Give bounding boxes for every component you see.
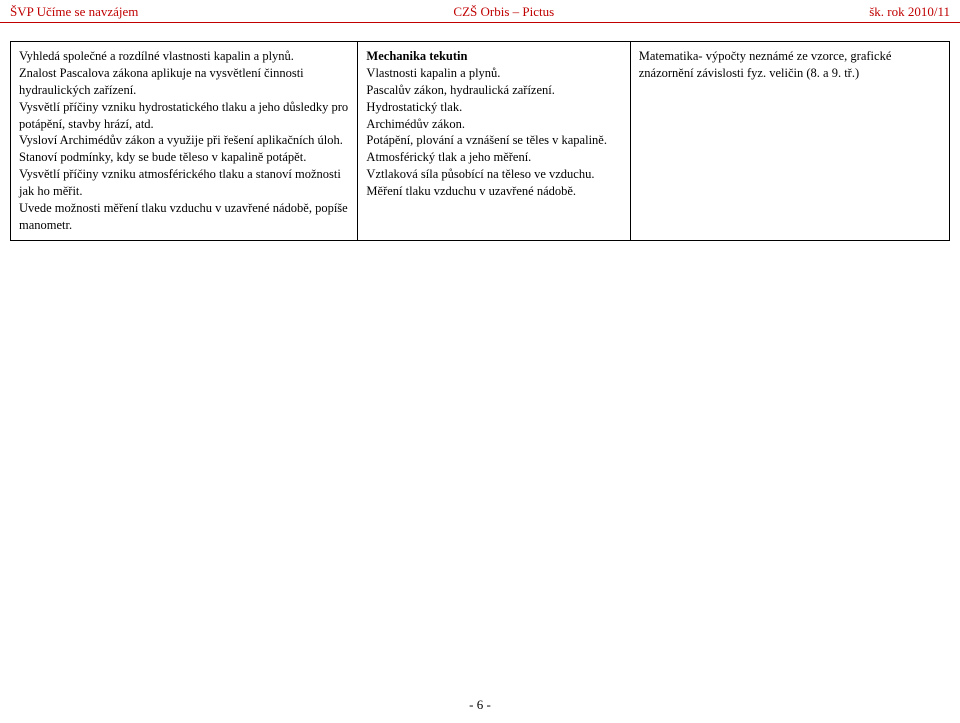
cell-outcomes: Vyhledá společné a rozdílné vlastnosti k… xyxy=(11,42,358,241)
header-left: ŠVP Učíme se navzájem xyxy=(10,4,138,20)
page-content: Vyhledá společné a rozdílné vlastnosti k… xyxy=(0,23,960,251)
outcome-line: Vysvětlí příčiny vzniku atmosférického t… xyxy=(19,166,349,200)
outcome-line: Stanoví podmínky, kdy se bude těleso v k… xyxy=(19,149,349,166)
table-row: Vyhledá společné a rozdílné vlastnosti k… xyxy=(11,42,950,241)
header-right: šk. rok 2010/11 xyxy=(869,4,950,20)
cell-topics: Mechanika tekutin Vlastnosti kapalin a p… xyxy=(358,42,630,241)
topic-line: Potápění, plování a vznášení se těles v … xyxy=(366,132,621,149)
outcome-line: Vysvětlí příčiny vzniku hydrostatického … xyxy=(19,99,349,133)
outcome-line: Vyhledá společné a rozdílné vlastnosti k… xyxy=(19,48,349,65)
topic-line: Pascalův zákon, hydraulická zařízení. xyxy=(366,82,621,99)
outcome-line: Znalost Pascalova zákona aplikuje na vys… xyxy=(19,65,349,99)
topic-line: Atmosférický tlak a jeho měření. xyxy=(366,149,621,166)
topic-line: Měření tlaku vzduchu v uzavřené nádobě. xyxy=(366,183,621,200)
topic-line: Archimédův zákon. xyxy=(366,116,621,133)
topic-line: Vlastnosti kapalin a plynů. xyxy=(366,65,621,82)
topic-heading: Mechanika tekutin xyxy=(366,48,621,65)
page-footer: - 6 - xyxy=(0,697,960,713)
crosslink-line: Matematika- výpočty neznámé ze vzorce, g… xyxy=(639,48,941,82)
curriculum-table: Vyhledá společné a rozdílné vlastnosti k… xyxy=(10,41,950,241)
cell-crosslinks: Matematika- výpočty neznámé ze vzorce, g… xyxy=(630,42,949,241)
topic-line: Vztlaková síla působící na těleso ve vzd… xyxy=(366,166,621,183)
outcome-line: Uvede možnosti měření tlaku vzduchu v uz… xyxy=(19,200,349,234)
page-number: - 6 - xyxy=(469,697,491,712)
page-header: ŠVP Učíme se navzájem CZŠ Orbis – Pictus… xyxy=(0,0,960,23)
outcome-line: Vysloví Archimédův zákon a využije při ř… xyxy=(19,132,349,149)
topic-line: Hydrostatický tlak. xyxy=(366,99,621,116)
header-center: CZŠ Orbis – Pictus xyxy=(453,4,554,20)
